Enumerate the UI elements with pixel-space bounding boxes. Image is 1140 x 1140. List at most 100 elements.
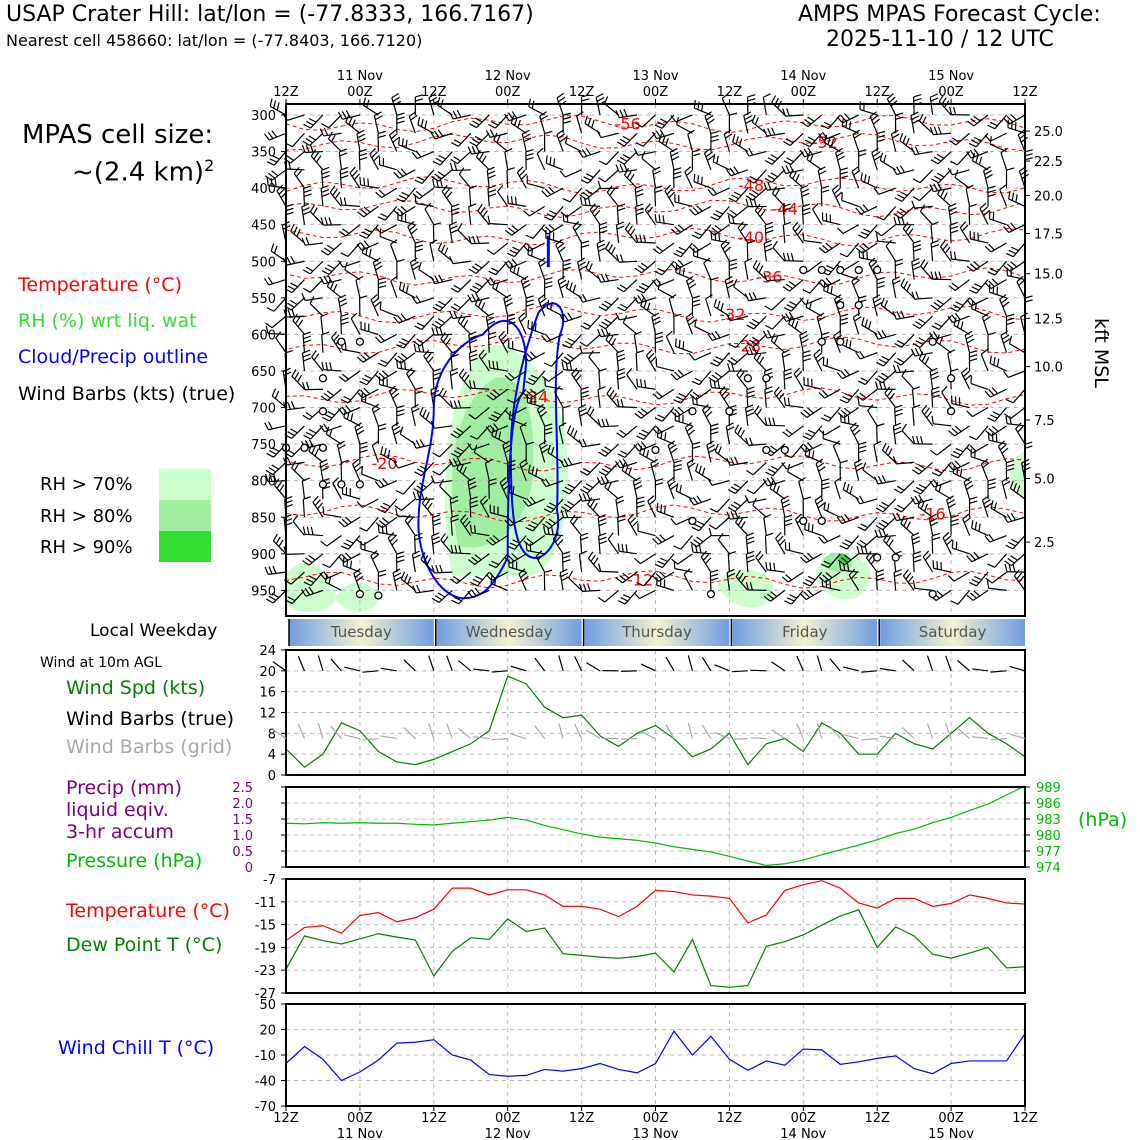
wind-barb-flag: [806, 151, 811, 160]
wind-barb-flag: [332, 477, 339, 484]
wind-barb-flag: [657, 267, 666, 273]
wind-barb-flag: [319, 572, 326, 580]
wind-barb-staff: [491, 571, 508, 581]
wind-barb-flag: [877, 138, 886, 143]
wind-barb: [691, 441, 701, 463]
rh-shade-region: [286, 563, 336, 612]
wind-barb-flag: [438, 274, 444, 283]
wind-barb-flag: [562, 262, 571, 267]
wind-barb-flag: [971, 520, 974, 529]
wind-barb-staff: [846, 535, 860, 550]
wind-barb: [725, 422, 735, 445]
wind-barb-flag: [456, 447, 465, 452]
wind-barb-staff: [665, 336, 675, 353]
wind-barb-flag: [471, 265, 480, 272]
wind-barb: [803, 377, 822, 390]
wind-barb-flag: [1006, 263, 1014, 270]
wind-barb-flag: [469, 185, 478, 190]
wind-barb-flag: [359, 234, 367, 239]
wind-barb-flag: [559, 136, 567, 143]
wind-barb-staff: [428, 97, 435, 116]
wind-barb-flag: [826, 503, 830, 512]
wind-barb-flag: [763, 93, 771, 98]
wind-barb-flag: [973, 261, 981, 268]
wind-barb: [853, 458, 864, 481]
wind-barb-flag: [566, 214, 569, 223]
wind-barb-flag: [701, 467, 706, 476]
wind-barb-staff: [452, 552, 471, 555]
wind-barb-flag: [843, 407, 851, 414]
wind-barb-flag: [784, 518, 793, 523]
temperature-contour-label: -36: [756, 268, 782, 287]
wind-barb-flag: [930, 449, 938, 456]
wind-barb-flag: [664, 432, 667, 441]
wind-barb: [892, 456, 915, 465]
wind-barb-staff: [604, 169, 619, 183]
wind-barb-flag: [567, 337, 576, 343]
wind-barb-flag: [913, 559, 922, 563]
wind-barb: [357, 205, 379, 218]
wind-barb-staff: [439, 297, 453, 312]
wind-barb: [800, 407, 823, 418]
wind-barb: [984, 387, 1007, 398]
wind-barb-flag: [304, 587, 311, 596]
wind-barb-staff: [938, 169, 952, 184]
wind-barb: [804, 447, 823, 463]
wind-barb: [861, 317, 878, 335]
wind-barb-staff: [865, 224, 878, 239]
wind-barb-flag: [430, 131, 436, 140]
calm-wind-marker: [873, 553, 882, 562]
wind-barb: [349, 166, 361, 189]
wind-barb-flag: [826, 265, 835, 270]
wind-barb-flag: [496, 361, 499, 370]
wind-barb-flag: [399, 426, 404, 435]
wind-barb-flag: [630, 228, 636, 236]
wind-barb-flag: [487, 320, 496, 326]
wind-barb: [635, 349, 644, 371]
wind-barb-staff: [404, 520, 416, 536]
wind-barb: [1002, 512, 1026, 523]
wind-barb-flag: [458, 545, 462, 554]
wind-barb: [432, 179, 453, 189]
wind-barb-flag: [303, 434, 311, 440]
wind-barb-staff: [539, 115, 546, 134]
wind-barb-flag: [979, 202, 987, 210]
wind-barb-staff: [336, 444, 343, 463]
wind-barb-flag: [746, 540, 755, 545]
wind-barb-flag: [936, 334, 940, 343]
wind-barb-flag: [822, 356, 825, 366]
wind-barb: [632, 477, 643, 500]
wind-barb: [930, 151, 952, 165]
wind-barb-flag: [519, 316, 527, 323]
wind-barb: [764, 169, 786, 183]
wind-barb-flag: [931, 243, 940, 248]
wind-barb-flag: [799, 445, 807, 453]
wind-barb-flag: [655, 478, 664, 482]
wind-barb-flag: [266, 177, 269, 186]
wind-barb-flag: [608, 389, 615, 398]
wind-barb: [633, 589, 656, 600]
wind-barb-flag: [840, 370, 847, 378]
wind-barb-flag: [345, 552, 352, 559]
wind-barb-staff: [343, 417, 361, 427]
wind-barb-flag: [965, 334, 974, 340]
wind-barb-flag: [895, 262, 904, 267]
wind-barb-staff: [337, 298, 343, 317]
wind-barb-flag: [922, 550, 930, 558]
wind-barb-flag: [401, 338, 410, 343]
wind-barb-flag: [746, 412, 755, 417]
wind-barb-flag: [414, 386, 423, 391]
wind-barb-flag: [380, 213, 389, 218]
wind-barb: [802, 279, 823, 294]
wind-barb: [527, 246, 545, 262]
wind-barb-flag: [456, 457, 462, 465]
wind-barb-flag: [1024, 295, 1033, 299]
wind-barb-flag: [486, 249, 495, 255]
wind-barb-flag: [697, 175, 700, 184]
wind-barb-flag: [485, 426, 492, 434]
wind-barb-flag: [475, 575, 483, 581]
wind-barb-flag: [493, 411, 502, 416]
wind-barb-flag: [536, 403, 544, 410]
wind-barb: [575, 111, 584, 134]
wind-barb-staff: [772, 192, 786, 207]
